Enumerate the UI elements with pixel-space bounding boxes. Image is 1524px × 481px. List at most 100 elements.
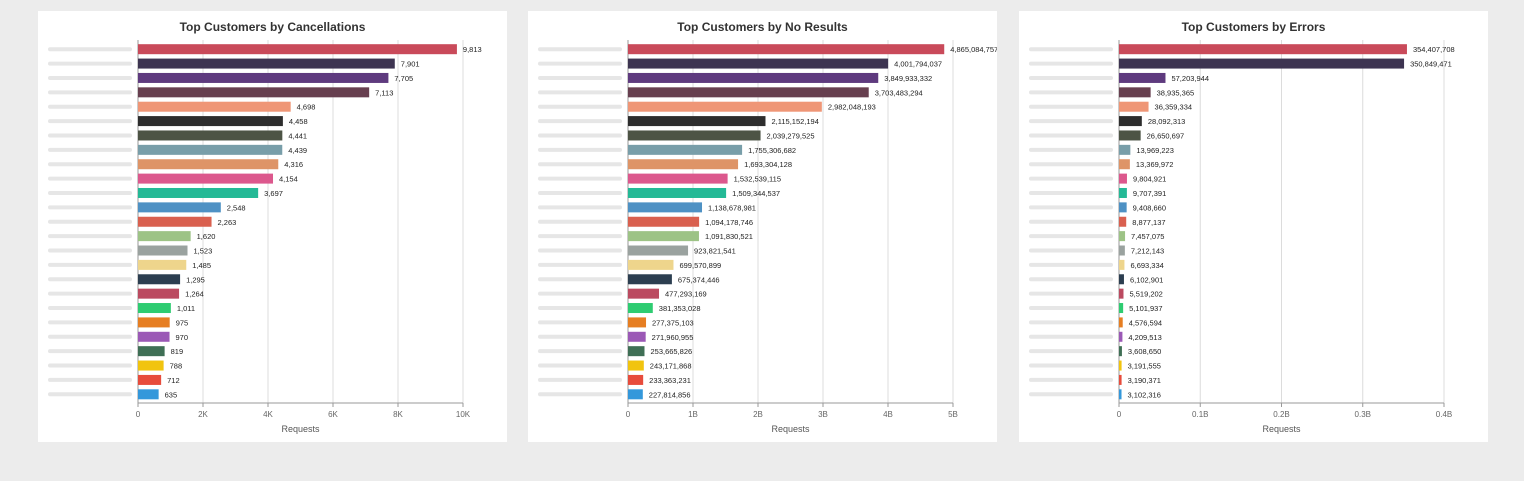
value-label: 3,191,555 [1128,362,1161,371]
category-label-blurred [48,234,132,239]
value-label: 5,519,202 [1129,290,1162,299]
category-label-blurred [48,104,132,109]
category-label-blurred [538,162,622,167]
bar [138,101,291,112]
value-label: 3,703,483,294 [875,88,923,97]
bar [1119,144,1131,155]
bar [628,288,660,299]
bar [138,346,165,357]
bar [138,259,187,270]
bar [138,72,389,83]
category-label-blurred [48,162,132,167]
category-label-blurred [48,306,132,311]
bar [1119,288,1124,299]
tick-label: 8K [393,410,403,419]
value-label: 1,264 [185,290,204,299]
category-label-blurred [538,262,622,267]
category-label-blurred [538,133,622,138]
category-label-blurred [1029,320,1113,325]
value-label: 26,650,697 [1147,131,1185,140]
value-label: 4,154 [279,175,298,184]
value-label: 9,804,921 [1133,175,1166,184]
value-label: 3,849,933,332 [884,74,932,83]
category-label-blurred [48,190,132,195]
value-label: 2,115,152,194 [771,117,818,126]
value-label: 2,039,279,525 [767,131,815,140]
value-label: 243,171,868 [650,362,692,371]
value-label: 57,203,944 [1171,74,1209,83]
value-label: 1,094,178,746 [705,218,753,227]
category-label-blurred [538,363,622,368]
value-label: 4,698 [297,103,316,112]
value-label: 2,263 [218,218,237,227]
tick-label: 0.2B [1273,410,1289,419]
value-label: 675,374,446 [678,275,720,284]
category-label-blurred [538,61,622,66]
bar [628,101,822,112]
category-label-blurred [48,377,132,382]
value-label: 4,316 [284,160,303,169]
bar [628,346,645,357]
bar [1119,44,1407,55]
category-label-blurred [538,277,622,282]
bar [138,389,159,400]
bar [138,317,170,328]
bar [1119,274,1124,285]
tick-label: 2B [753,410,763,419]
value-label: 819 [171,347,184,356]
value-label: 4,576,594 [1129,318,1162,327]
chart-panel-no-results: Top Customers by No Results 0 1B 2B 3B 4B 5B 4,… [528,11,997,442]
category-label-blurred [48,248,132,253]
category-label-blurred [48,147,132,152]
value-label: 1,523 [193,247,212,256]
category-label-blurred [538,176,622,181]
value-label: 1,295 [186,275,205,284]
value-label: 1,532,539,115 [734,175,781,184]
category-label-blurred [538,75,622,80]
tick-label: 0 [1117,410,1122,419]
category-label-blurred [1029,162,1113,167]
category-label-blurred [48,349,132,354]
bar [1119,58,1405,69]
bar [628,58,889,69]
tick-label: 0.1B [1192,410,1208,419]
category-label-blurred [538,104,622,109]
bar [138,130,283,141]
bar [1119,331,1123,342]
bar [1119,216,1127,227]
chart-title: Top Customers by No Results [677,20,848,34]
value-label: 36,359,334 [1155,103,1193,112]
bar [628,331,646,342]
bar [1119,231,1126,242]
category-label-blurred [1029,277,1113,282]
category-label-blurred [48,90,132,95]
category-label-blurred [538,234,622,239]
tick-label: 4K [263,410,273,419]
bar [628,72,879,83]
value-label: 1,485 [192,261,211,270]
value-label: 4,441 [288,131,307,140]
category-label-blurred [1029,248,1113,253]
bar [628,274,672,285]
value-label: 7,212,143 [1131,247,1164,256]
bar [628,116,766,127]
bar [1119,245,1125,256]
category-label-blurred [1029,147,1113,152]
bar [1119,389,1122,400]
category-label-blurred [538,320,622,325]
bar [138,144,283,155]
tick-label: 0 [626,410,631,419]
tick-label: 0.3B [1355,410,1371,419]
bar [1119,101,1149,112]
value-label: 699,570,899 [679,261,721,270]
category-label-blurred [538,334,622,339]
tick-label: 0.4B [1436,410,1452,419]
category-label-blurred [538,119,622,124]
value-label: 4,439 [288,146,307,155]
value-label: 2,982,048,193 [828,103,876,112]
category-label-blurred [538,248,622,253]
value-label: 1,693,304,128 [744,160,792,169]
value-label: 1,620 [197,232,216,241]
category-label-blurred [48,334,132,339]
bar [1119,72,1166,83]
